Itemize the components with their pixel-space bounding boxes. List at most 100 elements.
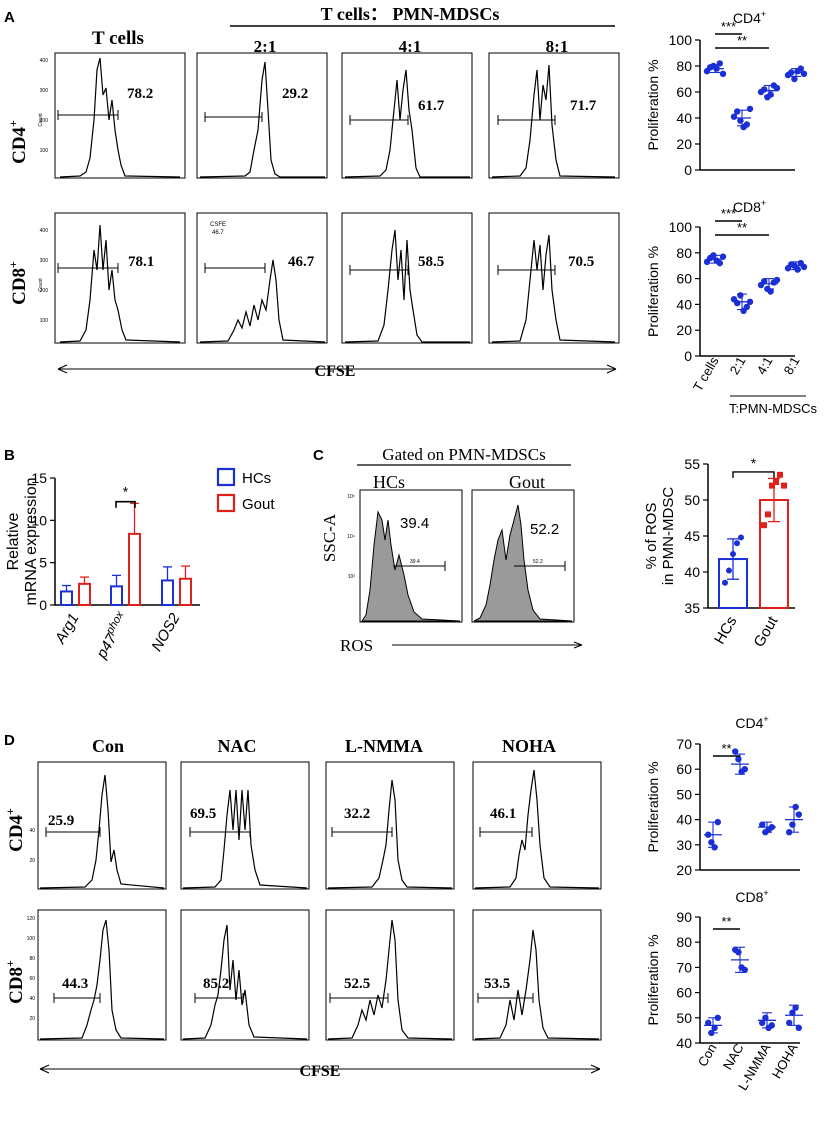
- data-point: [737, 292, 744, 299]
- data-point: [735, 755, 742, 763]
- panel-b-letter: B: [4, 447, 15, 464]
- x-tick-label: HOHA: [769, 1041, 801, 1081]
- panel-d-title-lnmma: L-NMMA: [345, 736, 423, 756]
- significance-label: ***: [721, 19, 736, 34]
- tick: 20: [29, 858, 35, 864]
- significance-label: *: [123, 484, 129, 500]
- y-tick-label: 40: [676, 812, 692, 828]
- data-point: [719, 70, 727, 78]
- data-point: [765, 511, 771, 518]
- gate-value: 78.2: [127, 86, 153, 102]
- data-point: [777, 471, 783, 478]
- panel-a-title-4-1: 4:1: [399, 37, 422, 56]
- panel-c-header: Gated on PMN-MDSCs: [382, 445, 545, 464]
- y-tick-label: 50: [676, 786, 692, 802]
- gate-value: 25.9: [48, 813, 74, 829]
- data-point: [786, 1019, 793, 1027]
- bar: [161, 579, 174, 606]
- y-tick-label: 0: [684, 162, 692, 178]
- hist-ylabel: Count: [38, 278, 44, 292]
- c-ros-arrow: ROS: [340, 636, 583, 655]
- gate-label: CSFE: [210, 222, 226, 228]
- x-tick-label: NOS2: [148, 610, 183, 654]
- c-gout-value: 52.2: [530, 521, 559, 538]
- d-cd8-hist-2: 85.2: [180, 909, 310, 1041]
- data-point: [791, 75, 798, 83]
- tick: 300: [40, 88, 49, 94]
- tick: 10³: [348, 574, 356, 580]
- panel-a-title-tcells: T cells: [92, 28, 144, 49]
- bar: [60, 590, 73, 606]
- x-tick-label: HCs: [711, 614, 740, 648]
- significance-bracket: [732, 471, 775, 478]
- y-tick-label: 40: [684, 564, 700, 580]
- hist-ylabel: Count: [38, 113, 44, 127]
- significance-label: **: [737, 220, 747, 235]
- tick: 10⁵: [347, 494, 355, 500]
- data-point: [732, 748, 739, 755]
- data-point: [761, 86, 768, 93]
- x-tick-label: Gout: [750, 613, 781, 650]
- x-tick-label: 8:1: [781, 354, 803, 377]
- panel-d-title-nac: NAC: [218, 736, 257, 756]
- y-axis-title: Proliferation %: [645, 761, 661, 852]
- significance-label: **: [721, 914, 731, 929]
- y-tick-label: 90: [676, 909, 692, 925]
- y-tick-label: 60: [676, 985, 692, 1001]
- data-point: [743, 121, 750, 128]
- d-cd4-hist-3: 32.2: [325, 761, 455, 890]
- data-point: [730, 551, 736, 557]
- x-tick-label: 4:1: [754, 354, 776, 377]
- data-point: [746, 105, 754, 113]
- chart-title: CD8+: [733, 198, 766, 215]
- d-cd4-hist-1: 40 20 25.9: [29, 761, 167, 890]
- tick: 400: [40, 228, 49, 234]
- x-axis-title: T:PMN-MDSCs: [729, 401, 818, 416]
- data-point: [795, 811, 802, 818]
- y-tick-label: 15: [31, 470, 47, 486]
- y-tick-label: 80: [676, 934, 692, 950]
- gate-value: 70.5: [568, 254, 594, 270]
- a-cd4-hist-4: 71.7: [488, 52, 620, 179]
- gate-value: 32.2: [344, 806, 370, 822]
- bar: [110, 585, 123, 607]
- x-tick-label: T cells: [690, 354, 722, 394]
- ros-label: ROS: [340, 636, 373, 655]
- data-point: [734, 540, 740, 547]
- data-point: [800, 70, 808, 78]
- y-tick-label: 20: [676, 322, 692, 338]
- significance-bracket: [115, 500, 136, 508]
- data-point: [734, 108, 741, 115]
- c-hcs-value: 39.4: [400, 515, 429, 532]
- tick: 80: [29, 956, 35, 962]
- tick: 20: [29, 1016, 35, 1022]
- cfse-label: CFSE: [315, 363, 356, 380]
- panel-a-title-8-1: 8:1: [546, 37, 569, 56]
- panel-c-letter: C: [313, 447, 324, 464]
- d-cd8-hist-3: 52.5: [325, 909, 455, 1041]
- gate-value: 52.5: [344, 976, 370, 992]
- tick: 40: [29, 828, 35, 834]
- chart-title: CD8+: [735, 888, 768, 905]
- y-tick-label: 20: [676, 862, 692, 878]
- panel-d-title-con: Con: [92, 736, 124, 756]
- x-tick-label: Arg1: [51, 611, 82, 648]
- y-tick-label: 40: [676, 296, 692, 312]
- y-tick-label: 5: [39, 555, 47, 571]
- gate-value: 78.1: [128, 254, 154, 270]
- data-point: [722, 579, 728, 586]
- tick: 120: [27, 916, 36, 922]
- tick: 300: [40, 258, 49, 264]
- gate-value: 61.7: [418, 98, 445, 114]
- bar: [128, 532, 141, 607]
- y-tick-label: 100: [669, 219, 693, 235]
- d-cd4-hist-4: 46.1: [472, 761, 602, 890]
- data-point: [773, 479, 779, 485]
- y-tick-label: 80: [676, 245, 692, 261]
- legend-b: HCs Gout: [216, 467, 275, 513]
- x-tick-label: p47phox: [91, 609, 133, 662]
- panel-d-title-noha: NOHA: [502, 736, 556, 756]
- y-axis-title: Relative: [5, 513, 22, 571]
- data-point: [726, 567, 732, 574]
